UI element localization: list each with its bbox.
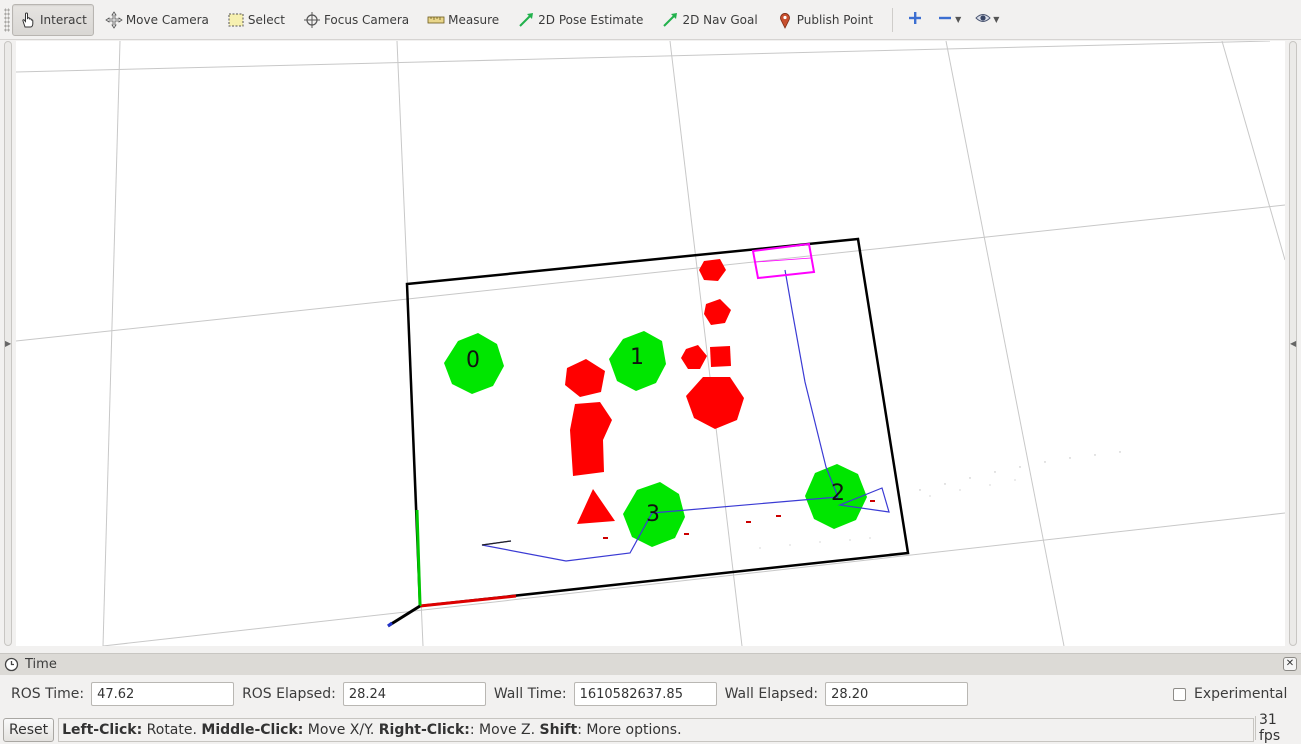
obstacle [681,345,707,369]
obstacle [577,489,615,524]
ros-time-field[interactable] [91,682,235,706]
waypoint-1 [609,331,666,391]
select-box-icon [227,11,245,29]
main-toolbar: Interact Move Camera Select Focus Camera… [0,0,1301,40]
waypoints [444,331,867,547]
waypoint-0 [444,333,504,394]
view-eye-icon [975,10,991,29]
goal-marker-line [755,257,812,263]
wall-elapsed-field[interactable] [825,682,969,706]
reset-button[interactable]: Reset [3,717,55,742]
hint-key: Left-Click: [62,721,143,738]
interact-tool-button[interactable]: Interact [12,3,94,36]
scene-canvas[interactable]: 0 1 2 3 [16,41,1285,646]
planned-path-segment [784,269,839,498]
robot-footprint [837,487,890,513]
chevron-down-icon: ▼ [993,15,1000,24]
status-bar: Reset Left-Click: Rotate. Middle-Click: … [0,715,1301,744]
ros-elapsed-label: ROS Elapsed: [242,686,336,702]
focus-crosshair-icon [303,11,321,29]
left-panel-collapse-handle[interactable]: ▶ [1,41,15,646]
move-camera-tool-button[interactable]: Move Camera [98,4,216,36]
green-arrow-icon [517,11,535,29]
obstacles [565,259,744,524]
hint-desc: : More options. [577,721,682,738]
move-camera-tool-label: Move Camera [125,12,209,27]
green-arrow-icon [661,11,679,29]
wall-elapsed-label: Wall Elapsed: [724,686,819,702]
interact-tool-label: Interact [40,12,87,27]
toolbar-grip[interactable] [4,7,10,32]
obstacle [565,359,605,397]
wall-time-field[interactable] [573,682,717,706]
move-camera-icon [105,10,123,29]
obstacle [710,346,731,367]
publish-point-tool-button[interactable]: Publish Point [769,4,880,36]
hint-desc: : Move Z. [469,721,540,738]
select-tool-label: Select [247,12,285,27]
time-panel-title: Time [25,657,57,672]
pose-estimate-tool-label: 2D Pose Estimate [538,12,644,27]
toolbar-separator [892,7,894,32]
obstacle [686,377,744,429]
focus-camera-tool-button[interactable]: Focus Camera [296,4,416,36]
hint-key: Right-Click: [378,721,470,738]
view-options-button[interactable]: ▼ [969,4,1005,36]
remove-tool-button[interactable]: ▼ [931,4,967,36]
focus-camera-tool-label: Focus Camera [323,12,410,27]
add-tool-button[interactable] [901,4,929,36]
waypoint-label-3: 3 [646,502,660,527]
time-fields-row: ROS Time: ROS Elapsed: Wall Time: Wall E… [0,676,1301,712]
ros-elapsed-field[interactable] [342,682,486,706]
wall-time-label: Wall Time: [493,686,567,702]
hint-key: Shift [539,721,578,738]
obstacle [699,259,726,281]
expand-left-icon: ◀ [1290,339,1297,348]
hint-key: Middle-Click: [201,721,304,738]
experimental-label: Experimental [1194,686,1288,702]
laser-scan-points [759,451,1121,549]
z-axis [387,604,421,628]
hint-desc: Rotate. [142,721,202,738]
nav-goal-tool-button[interactable]: 2D Nav Goal [654,4,764,36]
mouse-hint-text: Left-Click: Rotate. Middle-Click: Move X… [58,717,1255,742]
waypoint-label-0: 0 [466,348,480,373]
hand-pointer-icon [19,11,37,29]
ros-time-label: ROS Time: [11,686,85,702]
publish-point-tool-label: Publish Point [796,12,874,27]
obstacle [570,402,612,476]
pose-estimate-tool-button[interactable]: 2D Pose Estimate [510,4,650,36]
fps-counter: 31 fps [1255,712,1301,744]
nav-goal-tool-label: 2D Nav Goal [682,12,758,27]
path-end-marker [481,540,512,546]
remove-tool-icon [937,10,953,29]
map-boundary [405,237,910,608]
waypoint-label-1: 1 [630,345,644,370]
clock-icon [4,657,19,672]
obstacle [704,299,731,325]
close-icon[interactable]: ✕ [1283,657,1297,671]
pose-arrows [603,500,875,539]
ground-grid [16,41,1285,646]
render-3d-viewport[interactable]: 0 1 2 3 [16,41,1285,646]
right-panel-collapse-handle[interactable]: ◀ [1286,41,1300,646]
waypoint-2 [805,464,867,529]
chevron-down-icon: ▼ [955,15,962,24]
experimental-checkbox[interactable] [1173,688,1186,701]
measure-tool-button[interactable]: Measure [420,4,506,36]
select-tool-button[interactable]: Select [220,4,292,36]
expand-right-icon: ▶ [5,339,12,348]
goal-marker [751,242,816,280]
y-axis [415,509,422,607]
ruler-icon [427,11,445,29]
add-tool-icon [907,10,923,29]
waypoint-label-2: 2 [831,481,845,506]
hint-desc: Move X/Y. [303,721,379,738]
time-panel-header: Time ✕ [0,653,1301,675]
waypoint-3 [623,482,685,547]
measure-tool-label: Measure [448,12,500,27]
map-pin-icon [776,11,794,29]
x-axis [419,594,517,608]
